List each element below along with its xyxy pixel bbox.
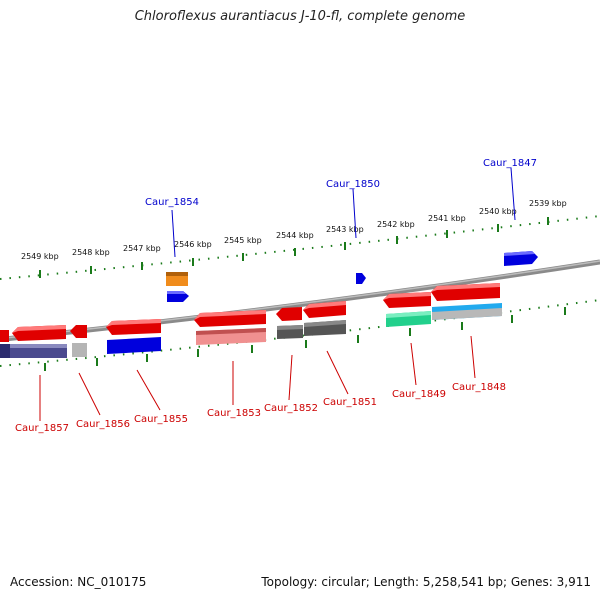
top-gene-labels: Caur_1854 Caur_1850 Caur_1847: [145, 158, 537, 258]
reverse-strand-features: [0, 283, 500, 342]
gene-label-caur-1849: Caur_1849: [392, 389, 446, 400]
lower-tick-track: [0, 299, 600, 371]
gene-label-caur-1848: Caur_1848: [452, 382, 506, 393]
gene-block: [72, 343, 87, 357]
scale-label: 2546 kbp: [174, 240, 212, 249]
gene-arrow: [0, 330, 9, 342]
gene-block: [107, 337, 161, 354]
scale-label: 2540 kbp: [479, 207, 517, 216]
scale-label: 2539 kbp: [529, 199, 567, 208]
gene-arrow: [70, 325, 87, 338]
scale-label: 2548 kbp: [72, 248, 110, 257]
gene-block: [0, 344, 10, 358]
scale-label: 2545 kbp: [224, 236, 262, 245]
gene-label-caur-1851: Caur_1851: [323, 397, 377, 408]
gene-label-caur-1855: Caur_1855: [134, 414, 188, 425]
gene-label-caur-1854: Caur_1854: [145, 197, 199, 208]
gene-label-caur-1847: Caur_1847: [483, 158, 537, 169]
gene-label-caur-1853: Caur_1853: [207, 408, 261, 419]
scale-label: 2549 kbp: [21, 252, 59, 261]
scale-labels: 2549 kbp 2548 kbp 2547 kbp 2546 kbp 2545…: [21, 199, 567, 261]
scale-label: 2541 kbp: [428, 214, 466, 223]
accession-text: Accession: NC_010175: [10, 575, 147, 589]
gene-label-caur-1856: Caur_1856: [76, 419, 130, 430]
bottom-gene-labels: Caur_1857 Caur_1856 Caur_1855 Caur_1853 …: [15, 335, 506, 434]
forward-strand-features: [166, 251, 538, 302]
map-title: Chloroflexus aurantiacus J-10-fl, comple…: [134, 9, 466, 24]
gene-label-caur-1857: Caur_1857: [15, 423, 69, 434]
scale-label: 2542 kbp: [377, 220, 415, 229]
gene-label-caur-1850: Caur_1850: [326, 179, 380, 190]
upper-tick-track: [0, 215, 600, 280]
gene-label-caur-1852: Caur_1852: [264, 403, 318, 414]
gene-arrow: [276, 307, 302, 321]
genome-summary-text: Topology: circular; Length: 5,258,541 bp…: [261, 575, 591, 589]
scale-label: 2547 kbp: [123, 244, 161, 253]
scale-label: 2543 kbp: [326, 225, 364, 234]
gene-caur-1850-arrow: [356, 273, 366, 284]
reverse-strand-blocks: [0, 303, 502, 358]
scale-label: 2544 kbp: [276, 231, 314, 240]
